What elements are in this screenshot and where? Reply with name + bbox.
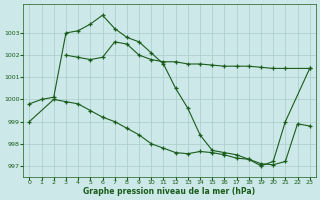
X-axis label: Graphe pression niveau de la mer (hPa): Graphe pression niveau de la mer (hPa) (84, 187, 256, 196)
